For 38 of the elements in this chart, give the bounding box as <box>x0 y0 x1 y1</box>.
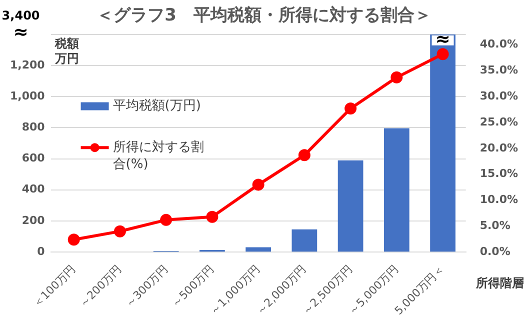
bar <box>430 34 456 252</box>
y2-tick-label: 10.0% <box>480 193 518 206</box>
point <box>436 48 449 60</box>
y2-tick-label: 25.0% <box>480 115 518 128</box>
y-tick-label: 0 <box>37 244 46 258</box>
y-tick-label: 800 <box>22 120 46 134</box>
bar <box>292 229 318 252</box>
text: ≈ <box>13 22 28 44</box>
y-axis-title: 税額万円 <box>54 36 79 66</box>
y2-tick-label: 30.0% <box>480 89 518 102</box>
x-axis-title: 所得階層 <box>475 276 524 290</box>
y2-tick-label: 20.0% <box>480 141 518 154</box>
point <box>252 178 264 191</box>
point <box>298 149 310 162</box>
y2-tick-label: 40.0% <box>480 38 518 51</box>
chart-title: ＜グラフ3 平均税額・所得に対する割合＞ <box>96 6 432 26</box>
legend-label: 平均税額(万円) <box>112 98 201 114</box>
bar <box>338 160 364 252</box>
point <box>206 210 218 223</box>
legend-label: 所得に対する割合(%) <box>112 138 204 172</box>
point <box>160 214 172 226</box>
y2-tick-label: 0.0% <box>480 244 510 258</box>
y-tick-label: 200 <box>22 214 46 227</box>
point <box>68 234 80 246</box>
point <box>390 71 403 84</box>
y-tick-label: 600 <box>22 152 46 165</box>
y-tick-label: 1,000 <box>10 89 46 102</box>
y2-tick-label: 5.0% <box>480 219 510 232</box>
text: 3,400 <box>2 8 40 23</box>
y2-tick-label: 35.0% <box>480 64 518 77</box>
bar <box>246 247 271 252</box>
y-tick-label: 1,200 <box>10 58 46 72</box>
point <box>344 102 357 115</box>
bar <box>384 128 410 252</box>
y2-tick-label: 15.0% <box>480 167 518 180</box>
point <box>114 225 126 238</box>
annotation: ≈ <box>435 29 450 50</box>
y-tick-label: 400 <box>22 182 46 196</box>
